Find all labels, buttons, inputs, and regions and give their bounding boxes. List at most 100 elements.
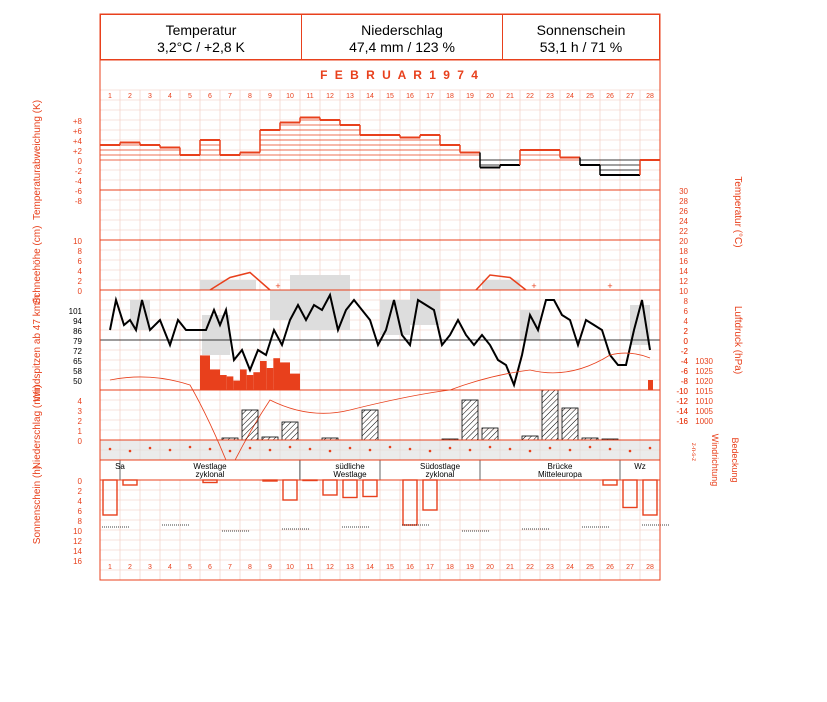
header-sunshine-label: Sonnenschein (536, 22, 626, 38)
day-label-bottom: 23 (546, 564, 554, 571)
sunshine-bar (402, 479, 418, 526)
day-label-top: 18 (446, 93, 454, 100)
day-label-top: 8 (248, 93, 252, 100)
tick-temp-anomaly: 0 (78, 157, 83, 166)
wind-dir-dot (368, 448, 372, 452)
sunshine-bar (342, 479, 358, 499)
cloud-band (100, 440, 660, 460)
day-label-top: 23 (546, 93, 554, 100)
tick-wind: 94 (73, 317, 82, 326)
tick-precip: 0 (78, 437, 83, 446)
day-label-bottom: 7 (228, 564, 232, 571)
tick-pressure-temp: -10 (676, 387, 688, 396)
tick-precip: 2 (78, 417, 83, 426)
tick-wind: 58 (73, 367, 82, 376)
wind-dir-dot (428, 449, 432, 453)
wind-dir-dot (608, 447, 612, 451)
tick-temperature: 22 (679, 227, 688, 236)
day-label-top: 9 (268, 93, 272, 100)
tick-temperature: -16 (676, 417, 688, 426)
tick-sunshine: 6 (78, 507, 83, 516)
tick-wind: 86 (73, 327, 82, 336)
axis-label-snow: Schneehöhe (cm) (32, 226, 43, 305)
day-label-top: 17 (426, 93, 434, 100)
wind-dir-dot (128, 449, 132, 453)
tick-pressure: 1000 (695, 417, 713, 426)
header-precipitation-label: Niederschlag (361, 22, 443, 38)
tick-pressure-temp: 0 (684, 337, 689, 346)
weather-type-label: Westlage (333, 470, 367, 479)
day-label-bottom: 27 (626, 564, 634, 571)
day-label-top: 25 (586, 93, 594, 100)
tick-temp-anomaly: -4 (75, 177, 83, 186)
header-sunshine-value: 53,1 h / 71 % (539, 39, 623, 55)
wind-dir-dot (328, 449, 332, 453)
tick-temp-anomaly: -2 (75, 167, 83, 176)
tick-wind: 72 (73, 347, 82, 356)
day-label-top: 12 (326, 93, 334, 100)
tick-temperature: 20 (679, 237, 688, 246)
wind-dir-dot (588, 445, 592, 449)
snow-marker: + (531, 281, 536, 291)
wind-dir-dot (528, 449, 532, 453)
day-label-bottom: 4 (168, 564, 172, 571)
pressure-shade (520, 310, 540, 340)
wind-gust-bar (226, 376, 234, 390)
sunshine-bar (422, 479, 438, 511)
day-label-top: 15 (386, 93, 394, 100)
tick-pressure-temp: -16 (676, 417, 688, 426)
tick-pressure: 1005 (695, 407, 713, 416)
data-layer (99, 116, 670, 532)
frame-layer (99, 13, 661, 581)
tick-sunshine: 4 (78, 497, 83, 506)
day-label-top: 7 (228, 93, 232, 100)
wind-gust-bar (273, 358, 280, 390)
wind-dir-dot (268, 448, 272, 452)
day-label-bottom: 25 (586, 564, 594, 571)
day-label-bottom: 20 (486, 564, 494, 571)
wind-gust-bar (280, 362, 290, 390)
weather-type-label: Südostlage (420, 462, 461, 471)
precip-bar (541, 389, 559, 441)
wind-gust-bar (240, 369, 247, 390)
tick-sunshine: 0 (78, 477, 83, 486)
day-label-bottom: 12 (326, 564, 334, 571)
day-label-top: 5 (188, 93, 192, 100)
tick-pressure-temp: -6 (681, 367, 689, 376)
day-label-bottom: 26 (606, 564, 614, 571)
tick-temperature: -6 (681, 367, 689, 376)
tick-temperature: -2 (681, 347, 689, 356)
day-label-bottom: 2 (128, 564, 132, 571)
pressure-shade (270, 290, 290, 320)
day-label-top: 6 (208, 93, 212, 100)
tick-wind: 65 (73, 357, 82, 366)
sunshine-bar (122, 479, 138, 486)
weather-type-label: Brücke (548, 462, 573, 471)
day-label-bottom: 17 (426, 564, 434, 571)
day-label-bottom: 24 (566, 564, 574, 571)
tick-temperature: -10 (676, 387, 688, 396)
tick-wind: 50 (73, 377, 82, 386)
weather-type-label: Wz (634, 462, 646, 471)
tick-temp-anomaly: +8 (73, 117, 83, 126)
tick-pressure-temp: -8 (681, 377, 689, 386)
tick-sunshine: 2 (78, 487, 83, 496)
tick-snow: 0 (78, 287, 83, 296)
tick-pressure-temp: -4 (681, 357, 689, 366)
snow-shade (200, 280, 256, 290)
precip-bar (461, 399, 479, 441)
snow-shade (482, 280, 520, 290)
tick-temperature: 2 (684, 327, 689, 336)
tick-temperature: 28 (679, 197, 688, 206)
wind-dir-dot (228, 449, 232, 453)
day-label-bottom: 5 (188, 564, 192, 571)
wind-gust-bar (200, 355, 210, 390)
day-label-bottom: 19 (466, 564, 474, 571)
day-label-bottom: 22 (526, 564, 534, 571)
precip-bar (241, 409, 259, 441)
axis-label-pressure: Luftdruck (hPa) (732, 306, 743, 374)
tick-temp-anomaly: +6 (73, 127, 83, 136)
axis-label-sunshine: Sonnenschein (h) (32, 466, 43, 544)
tick-temp-anomaly: +2 (73, 147, 83, 156)
day-label-top: 21 (506, 93, 514, 100)
